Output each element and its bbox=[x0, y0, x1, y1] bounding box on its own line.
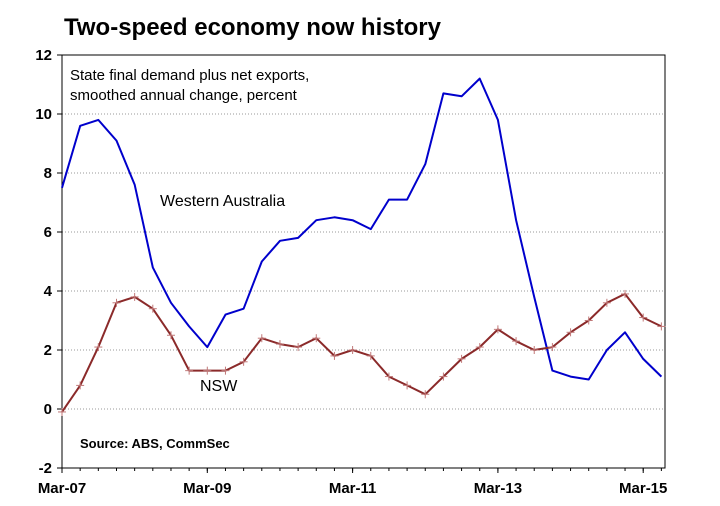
x-tick-label: Mar-13 bbox=[474, 480, 522, 497]
data-point bbox=[403, 381, 412, 390]
data-point bbox=[112, 298, 121, 307]
data-point bbox=[639, 313, 648, 322]
subtitle-line-1: State final demand plus net exports, bbox=[70, 67, 309, 84]
series-label-western-australia: Western Australia bbox=[160, 193, 285, 210]
data-point bbox=[148, 304, 157, 313]
data-point bbox=[348, 346, 357, 354]
y-tick-label: 6 bbox=[44, 224, 52, 241]
y-tick-label: 4 bbox=[44, 283, 53, 300]
y-tick-label: 2 bbox=[44, 342, 52, 359]
data-point bbox=[330, 351, 339, 360]
y-tick-label: 12 bbox=[35, 47, 52, 64]
y-tick-label: -2 bbox=[39, 460, 52, 477]
data-point bbox=[185, 366, 194, 375]
data-point bbox=[439, 372, 448, 381]
subtitle-line-2: smoothed annual change, percent bbox=[70, 87, 298, 104]
data-point bbox=[421, 390, 430, 399]
y-axis: -2 0 2 4 6 8 10 12 bbox=[35, 47, 62, 477]
data-point bbox=[203, 366, 212, 375]
data-point bbox=[76, 381, 85, 390]
y-tick-label: 0 bbox=[44, 401, 52, 418]
data-point bbox=[548, 343, 557, 352]
data-point bbox=[221, 366, 230, 375]
data-point bbox=[130, 292, 139, 301]
data-point bbox=[493, 325, 502, 334]
data-point bbox=[312, 334, 321, 343]
data-point bbox=[530, 346, 539, 354]
data-point bbox=[657, 322, 666, 331]
x-tick-label: Mar-07 bbox=[38, 480, 86, 497]
y-tick-label: 10 bbox=[35, 106, 52, 123]
x-tick-label: Mar-15 bbox=[619, 480, 667, 497]
x-axis: Mar-07 Mar-09 Mar-11 Mar-13 Mar-15 bbox=[38, 468, 667, 497]
data-point bbox=[512, 337, 521, 346]
data-point bbox=[94, 343, 103, 352]
data-point bbox=[584, 316, 593, 325]
y-tick-label: 8 bbox=[44, 165, 52, 182]
series-label-nsw: NSW bbox=[200, 378, 238, 395]
data-point bbox=[239, 357, 248, 366]
x-tick-label: Mar-11 bbox=[329, 480, 377, 497]
data-point bbox=[475, 343, 484, 352]
data-point bbox=[257, 334, 266, 343]
plot-frame bbox=[61, 54, 666, 469]
data-point bbox=[294, 343, 303, 352]
chart-title: Two-speed economy now history bbox=[64, 14, 441, 41]
data-point bbox=[621, 289, 630, 298]
data-point bbox=[384, 372, 393, 381]
series-layer bbox=[58, 77, 666, 416]
series-line-nsw bbox=[61, 292, 662, 413]
data-point bbox=[58, 407, 66, 416]
data-point bbox=[366, 351, 375, 360]
data-point bbox=[275, 340, 284, 349]
data-point bbox=[566, 328, 575, 337]
source-note: Source: ABS, CommSec bbox=[80, 436, 230, 451]
data-point bbox=[602, 298, 611, 307]
x-tick-label: Mar-09 bbox=[183, 480, 231, 497]
series-line-western-australia bbox=[61, 77, 663, 381]
data-point bbox=[166, 331, 175, 340]
data-point bbox=[457, 354, 466, 363]
